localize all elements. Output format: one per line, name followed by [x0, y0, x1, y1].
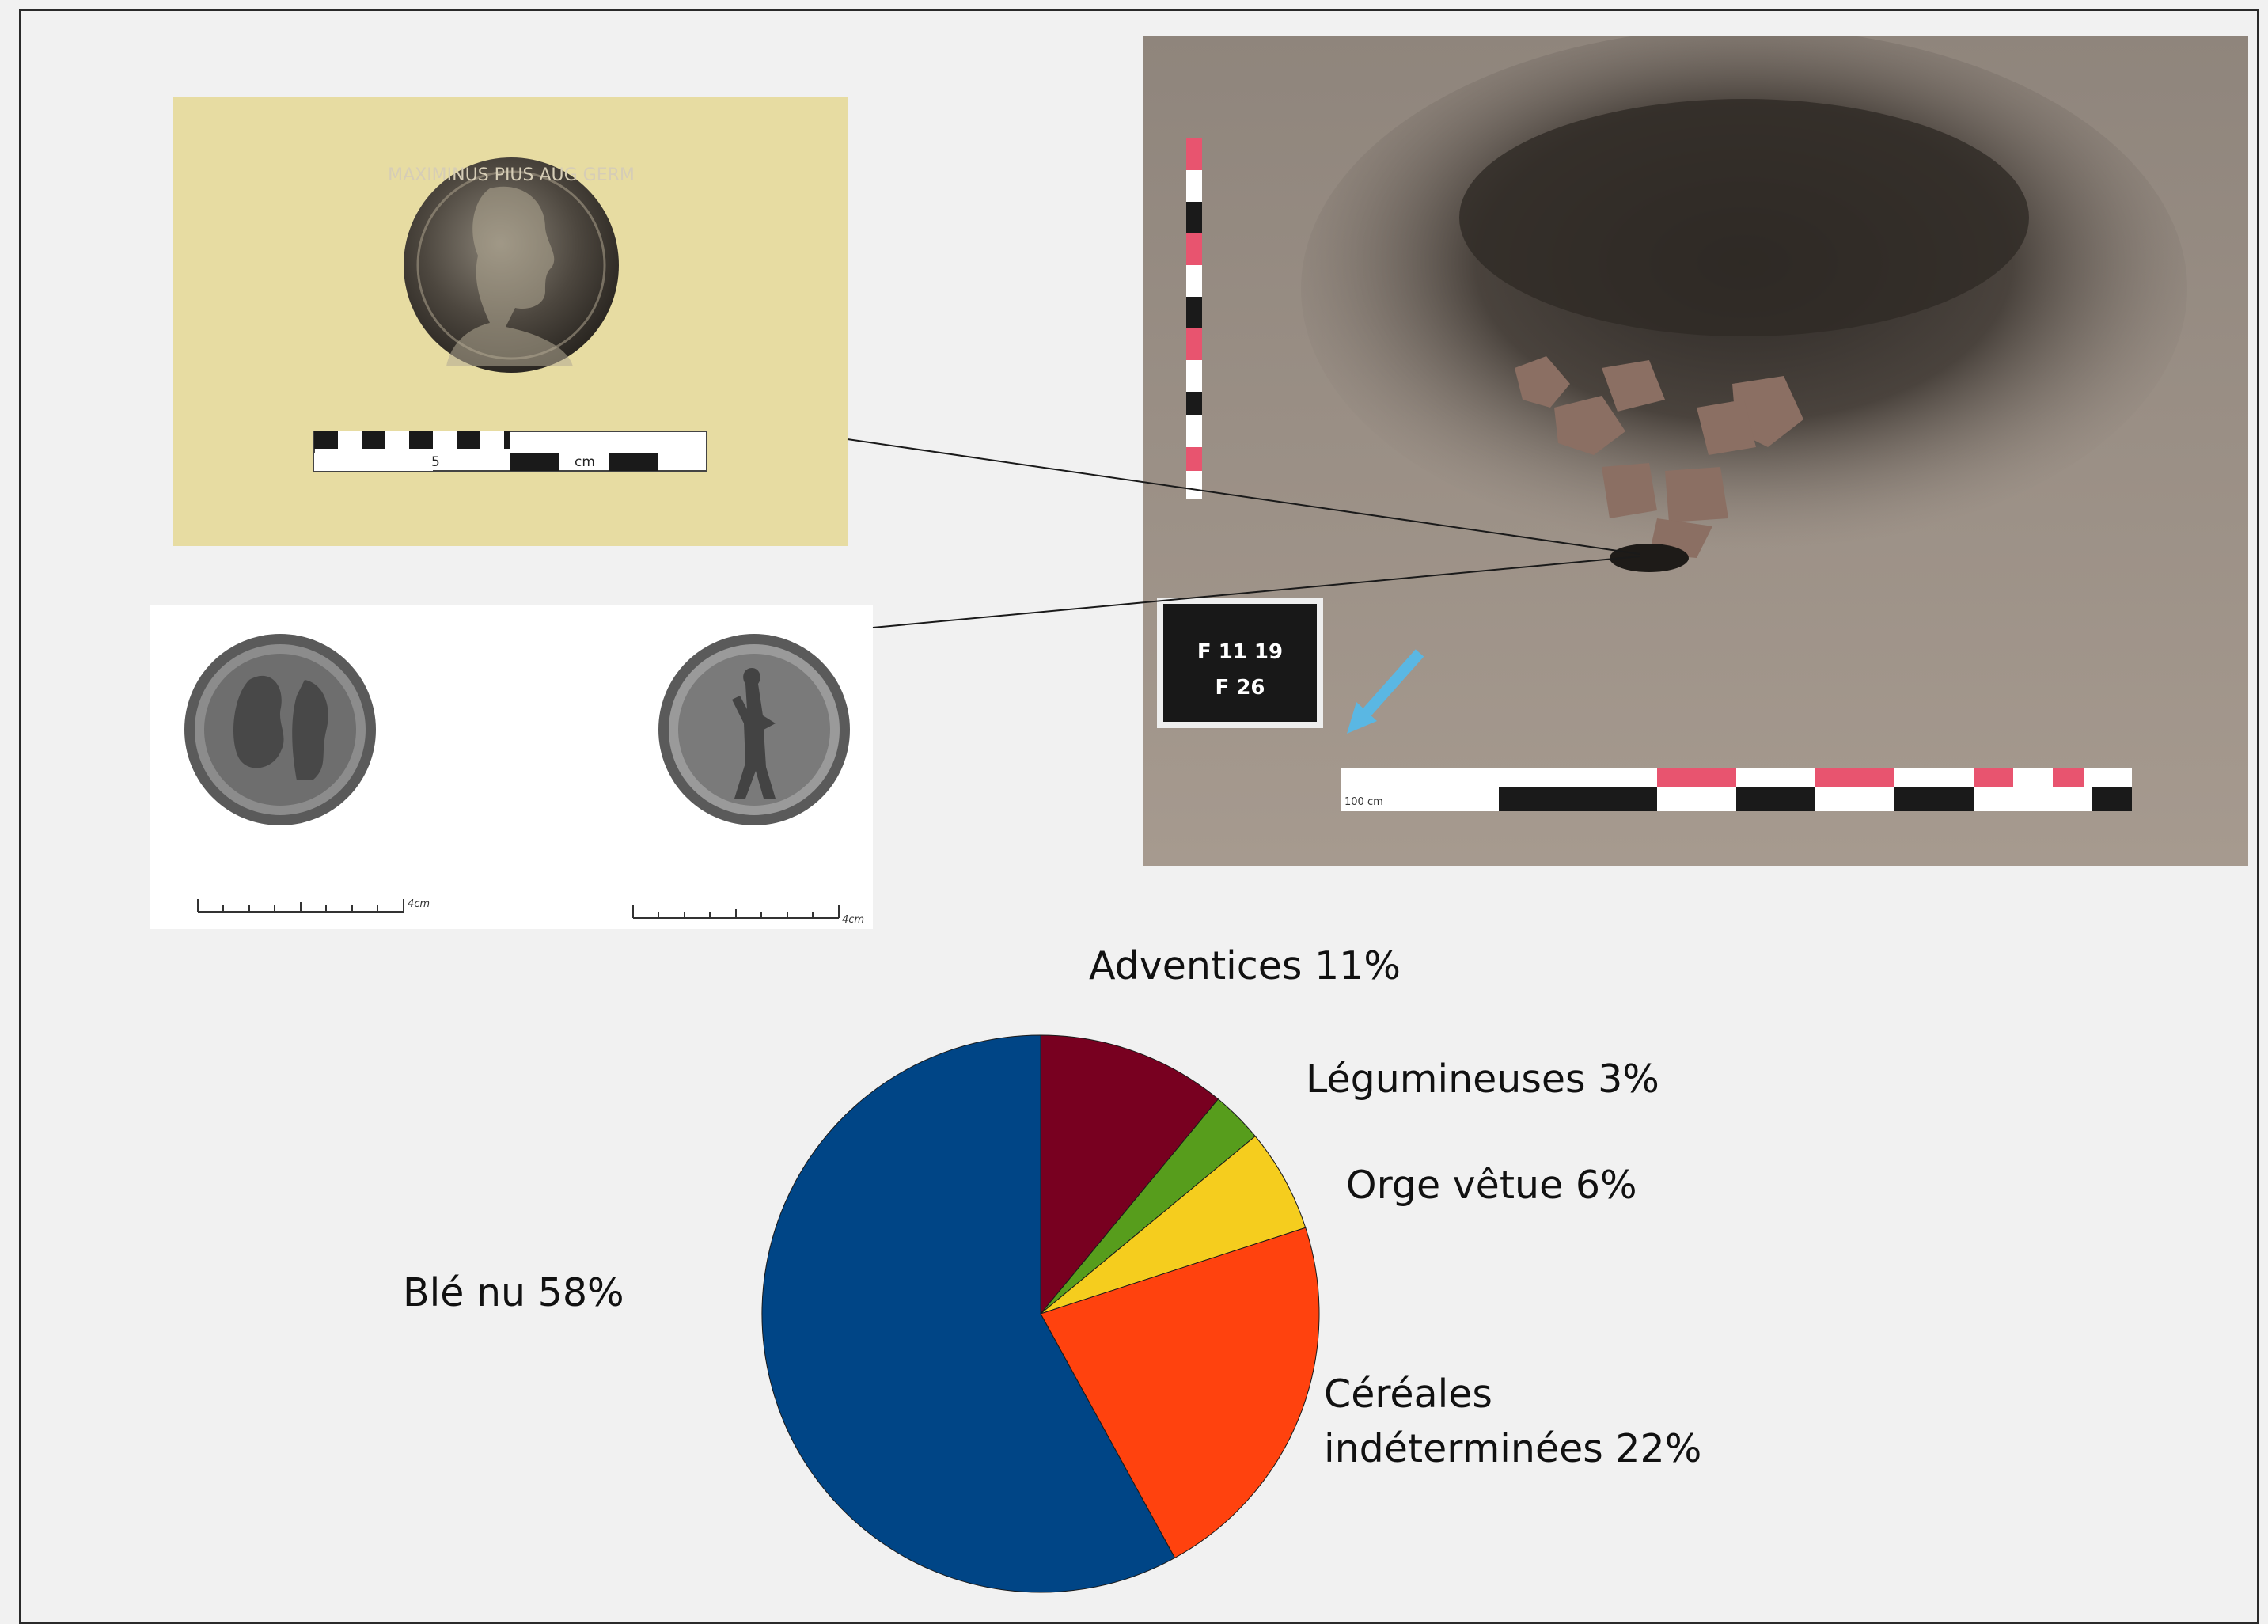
pit-core	[1459, 99, 2029, 336]
coin-photo: MAXIMINUS PIUS AUG GERM 5 cm	[173, 97, 848, 546]
coin-drawing-scale-right	[632, 905, 840, 919]
coin-findspot	[1610, 544, 1689, 572]
coin-photo-scale-bar: 5 cm	[313, 431, 707, 472]
pie-chart	[761, 1034, 1320, 1593]
pie-slices	[761, 1034, 1320, 1593]
horizontal-scale-label: 100 cm	[1344, 796, 1383, 808]
slice-label-ble-nu: Blé nu 58%	[403, 1270, 624, 1315]
connector-line-coin-photo	[847, 438, 1640, 555]
coin-drawing-scale-right-label: 4cm	[842, 914, 864, 926]
excavation-photo: F 11 19 F 26 100 cm	[1143, 36, 2248, 866]
pie-slice-ble-nu	[761, 1034, 1176, 1593]
context-sign-line2: F 26	[1216, 676, 1265, 700]
slice-label-legumineuses: Légumineuses 3%	[1306, 1057, 1659, 1102]
coin-photo-scale-unit: cm	[575, 454, 595, 470]
slice-label-orge-vetue: Orge vêtue 6%	[1346, 1163, 1637, 1208]
horizontal-scale-bar: 100 cm	[1341, 768, 2132, 811]
context-sign: F 11 19 F 26	[1157, 598, 1323, 728]
connector-line-coin-drawing	[872, 556, 1640, 628]
pie-slice-orge-vetue	[1040, 1135, 1307, 1315]
coin-legend: MAXIMINUS PIUS AUG GERM	[388, 165, 635, 185]
slice-label-adventices: Adventices 11%	[1089, 943, 1401, 988]
coin-photo-scale-number: 5	[431, 454, 440, 470]
coin-drawing-scale-left-label: 4cm	[408, 898, 430, 910]
north-arrow-icon	[1347, 649, 1424, 734]
coin-drawing-scale-left	[197, 899, 404, 913]
slice-label-cereales-line2: indéterminées 22%	[1324, 1426, 1702, 1471]
vertical-scale-bar	[1186, 138, 1202, 499]
slice-label-cereales-line1: Céréales	[1324, 1372, 1492, 1417]
emperor-bust-icon	[446, 186, 573, 366]
antoninianus-coin: MAXIMINUS PIUS AUG GERM	[388, 157, 635, 373]
coin-drawing: 4cm 4cm	[150, 605, 873, 929]
context-sign-line1: F 11 19	[1197, 640, 1283, 664]
standing-figure-icon	[732, 668, 776, 799]
jugate-busts-icon	[233, 675, 328, 780]
coin-reverse	[658, 634, 850, 825]
pie-slice-adventices	[1040, 1034, 1219, 1315]
pie-slice-cereales-indeterminees	[1040, 1227, 1320, 1559]
coin-obverse	[184, 634, 376, 825]
